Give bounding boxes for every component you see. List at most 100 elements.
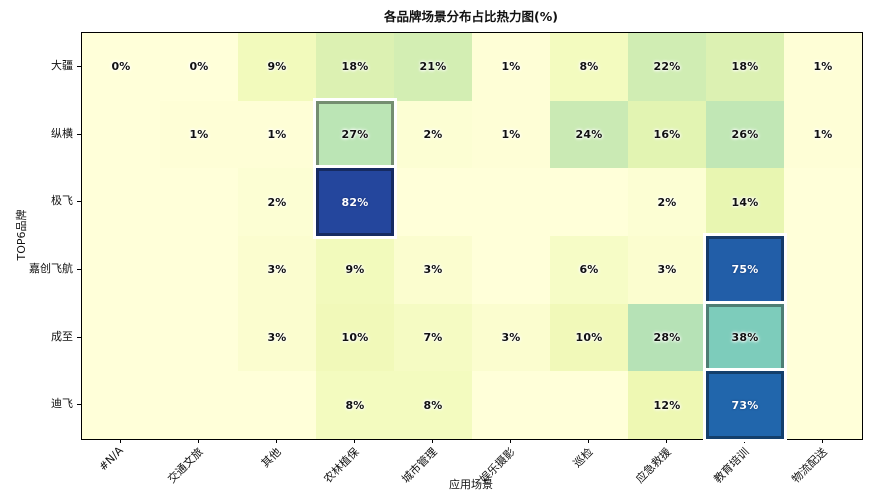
cell-value: 21% — [419, 60, 447, 74]
x-tick-mark — [276, 439, 277, 443]
heatmap-cell: 73% — [706, 371, 784, 439]
heatmap-cell: 3% — [238, 236, 316, 304]
cell-value: 10% — [575, 330, 603, 344]
heatmap-cell — [238, 371, 316, 439]
heatmap-cell: 82% — [316, 168, 394, 236]
cell-value: 38% — [731, 330, 759, 344]
cell-value: 1% — [813, 127, 833, 141]
x-tick-mark — [120, 439, 121, 443]
heatmap-cell — [82, 236, 160, 304]
x-tick-mark — [588, 439, 589, 443]
heatmap-cell: 18% — [316, 33, 394, 101]
heatmap-cell: 24% — [550, 100, 628, 169]
cell-value: 18% — [341, 60, 369, 74]
heatmap-cell: 1% — [160, 100, 238, 169]
x-tick-mark — [744, 439, 745, 443]
cell-value: 3% — [423, 263, 443, 277]
heatmap-cell: 8% — [316, 371, 394, 439]
heatmap-cell — [160, 236, 238, 304]
y-tick-mark — [77, 201, 81, 203]
cell-value: 0% — [111, 60, 131, 74]
cell-value: 2% — [423, 127, 443, 141]
heatmap-cell: 2% — [238, 168, 316, 236]
heatmap-cell: 0% — [160, 33, 238, 101]
cell-value: 75% — [731, 263, 759, 277]
y-tick-mark — [77, 268, 81, 270]
y-tick-label: 极飞 — [51, 194, 73, 208]
y-axis-title: TOP6品牌 — [15, 209, 28, 261]
cell-value: 8% — [423, 398, 443, 412]
x-tick-label: #N/A — [96, 444, 127, 474]
heatmap-cell — [472, 168, 550, 236]
cell-value: 18% — [731, 60, 759, 74]
heatmap-cell: 1% — [784, 100, 862, 169]
cell-value: 9% — [345, 263, 365, 277]
heatmap-cell: 26% — [706, 100, 784, 169]
heatmap-cell: 3% — [628, 236, 706, 304]
heatmap-cell: 10% — [550, 303, 628, 372]
cell-value: 82% — [341, 195, 369, 209]
heatmap-cell: 0% — [82, 33, 160, 101]
y-tick-label: 成至 — [51, 329, 73, 343]
cell-value: 14% — [731, 195, 759, 209]
heatmap-cell — [160, 303, 238, 372]
cell-value: 3% — [657, 263, 677, 277]
heatmap-cell: 8% — [394, 371, 472, 439]
cell-value: 26% — [731, 127, 759, 141]
heatmap-cell — [784, 236, 862, 304]
heatmap-cell: 9% — [238, 33, 316, 101]
heatmap-cell — [550, 371, 628, 439]
x-tick-mark — [354, 439, 355, 443]
heatmap-cell — [82, 168, 160, 236]
y-tick-mark — [77, 65, 81, 67]
cell-value: 27% — [341, 127, 369, 141]
x-tick-mark — [198, 439, 199, 443]
y-tick-mark — [77, 336, 81, 338]
cell-value: 10% — [341, 330, 369, 344]
cell-value: 12% — [653, 398, 681, 412]
x-tick-label: 其他 — [258, 445, 284, 471]
cell-value: 3% — [501, 330, 521, 344]
heatmap-cell — [82, 371, 160, 439]
y-tick-label: 迪飞 — [51, 397, 73, 411]
chart-title: 各品牌场景分布占比热力图(%) — [384, 9, 558, 24]
x-tick-mark — [666, 439, 667, 443]
cell-value: 1% — [813, 60, 833, 74]
x-tick-mark — [822, 439, 823, 443]
cell-value: 8% — [579, 60, 599, 74]
cell-value: 1% — [501, 60, 521, 74]
cell-value: 7% — [423, 330, 443, 344]
heatmap-cell — [784, 371, 862, 439]
heatmap-cell: 2% — [628, 168, 706, 236]
heatmap-cell: 14% — [706, 168, 784, 236]
heatmap-cell — [472, 371, 550, 439]
cell-value: 28% — [653, 330, 681, 344]
cell-value: 73% — [731, 398, 759, 412]
heatmap-cell: 12% — [628, 371, 706, 439]
heatmap-cell: 7% — [394, 303, 472, 372]
heatmap-cell: 28% — [628, 303, 706, 372]
heatmap-cell: 1% — [472, 33, 550, 101]
cell-value: 8% — [345, 398, 365, 412]
y-tick-label: 大疆 — [51, 58, 73, 72]
cell-value: 3% — [267, 263, 287, 277]
cell-value: 0% — [189, 60, 209, 74]
cell-value: 24% — [575, 127, 603, 141]
heatmap-cell — [82, 303, 160, 372]
heatmap-cell — [160, 371, 238, 439]
heatmap-cell — [472, 236, 550, 304]
heatmap-cell — [160, 168, 238, 236]
heatmap-cell: 38% — [706, 303, 784, 372]
heatmap-cell — [394, 168, 472, 236]
heatmap-cell: 16% — [628, 100, 706, 169]
y-tick-mark — [77, 133, 81, 135]
heatmap-cell: 22% — [628, 33, 706, 101]
heatmap-cell — [82, 100, 160, 169]
y-tick-label: 纵横 — [51, 126, 73, 140]
heatmap-cell: 10% — [316, 303, 394, 372]
cell-value: 9% — [267, 60, 287, 74]
heatmap-cell: 2% — [394, 100, 472, 169]
cell-value: 1% — [189, 127, 209, 141]
y-tick-mark — [77, 404, 81, 406]
